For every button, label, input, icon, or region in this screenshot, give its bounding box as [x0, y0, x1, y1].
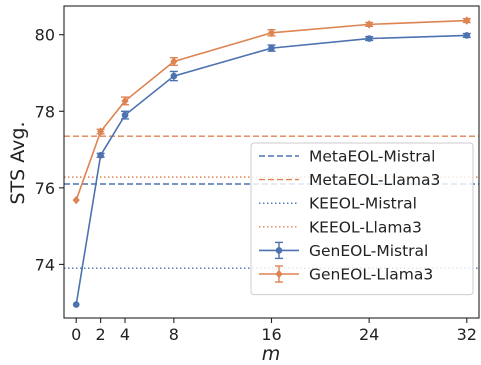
data-point [268, 44, 275, 52]
x-tick-label: 4 [120, 325, 130, 344]
data-point [463, 16, 471, 25]
legend-label: MetaEOL-Mistral [309, 148, 435, 166]
legend-label: GenEOL-Llama3 [309, 266, 433, 284]
legend-label: KEEOL-Llama3 [309, 218, 422, 236]
x-tick-label: 16 [261, 325, 281, 344]
data-point [170, 72, 178, 80]
y-tick-label: 76 [35, 179, 55, 198]
legend-swatch [259, 265, 299, 283]
data-point [72, 195, 80, 205]
series-layer [72, 16, 471, 308]
legend-label: GenEOL-Mistral [309, 242, 428, 260]
y-tick-label: 80 [35, 26, 55, 45]
legend-label: KEEOL-Mistral [309, 195, 417, 213]
legend-item: KEEOL-Llama3 [259, 218, 422, 236]
data-point [72, 301, 80, 308]
data-point [170, 57, 178, 66]
legend: MetaEOL-Mistral MetaEOL-Llama3 KEEOL-Mistr… [250, 142, 474, 296]
legend-item: MetaEOL-Llama3 [259, 171, 440, 189]
data-point [97, 152, 104, 159]
x-tick-label: 0 [71, 325, 81, 344]
data-point [121, 96, 129, 106]
data-point [365, 20, 373, 29]
data-point [121, 111, 129, 119]
y-axis-label: STS Avg. [7, 122, 29, 205]
y-tick-label: 78 [35, 102, 55, 121]
x-tick-label: 24 [359, 325, 379, 344]
legend-box [250, 142, 474, 296]
legend-item: GenEOL-Mistral [259, 241, 428, 260]
legend-item: KEEOL-Mistral [259, 195, 417, 213]
x-axis-label: m [262, 343, 281, 365]
legend-label: MetaEOL-Llama3 [309, 171, 440, 189]
legend-item: MetaEOL-Mistral [259, 148, 435, 166]
data-point [365, 35, 373, 42]
x-tick-label: 32 [457, 325, 477, 344]
x-tick-label: 8 [169, 325, 179, 344]
y-tick-label: 74 [35, 255, 55, 274]
data-point [267, 28, 276, 37]
legend-item: GenEOL-Llama3 [259, 265, 433, 284]
data-point [97, 127, 105, 136]
legend-swatch [259, 241, 299, 260]
data-point [463, 32, 471, 39]
x-tick-label: 2 [96, 325, 106, 344]
